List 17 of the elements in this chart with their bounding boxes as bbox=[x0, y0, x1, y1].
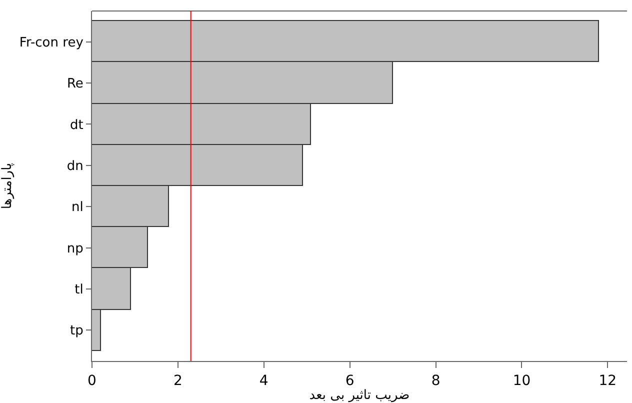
x-tick-label: 12 bbox=[598, 372, 617, 389]
x-tick-label: 4 bbox=[259, 372, 268, 389]
y-tick-label: dt bbox=[70, 118, 84, 133]
x-tick-label: 8 bbox=[431, 372, 440, 389]
x-axis-title: ضریب تاثیر بی بعد bbox=[309, 388, 410, 403]
y-tick-label: nl bbox=[72, 200, 84, 216]
y-tick-label: tl bbox=[74, 282, 84, 298]
y-tick-label: np bbox=[66, 241, 84, 256]
x-tick-label: 0 bbox=[88, 372, 96, 389]
x-tick-label: 2 bbox=[173, 372, 182, 389]
x-tick-label: 10 bbox=[512, 372, 531, 389]
x-tick-label: 6 bbox=[345, 372, 354, 389]
y-tick-label: Re bbox=[66, 76, 84, 92]
y-axis-title: پارامترها bbox=[0, 162, 15, 210]
y-tick-label: Fr-con rey bbox=[19, 35, 84, 50]
y-tick-label: dn bbox=[66, 158, 84, 174]
y-tick-label: tp bbox=[70, 324, 84, 339]
